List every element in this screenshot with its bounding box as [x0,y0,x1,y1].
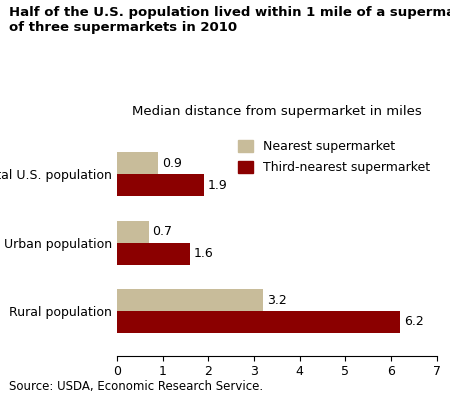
Legend: Nearest supermarket, Third-nearest supermarket: Nearest supermarket, Third-nearest super… [238,139,430,174]
Text: 0.9: 0.9 [162,157,182,170]
Title: Median distance from supermarket in miles: Median distance from supermarket in mile… [132,105,422,118]
Text: 6.2: 6.2 [404,316,423,329]
Bar [117,221,149,243]
Text: Half of the U.S. population lived within 1 mile of a supermarket and within 2 mi: Half of the U.S. population lived within… [9,6,450,34]
Text: Source: USDA, Economic Research Service.: Source: USDA, Economic Research Service. [9,380,263,393]
Bar [117,289,263,311]
Bar [117,174,204,196]
Bar [117,311,400,333]
Bar [117,243,190,265]
Text: 0.7: 0.7 [153,225,173,238]
Text: 3.2: 3.2 [267,293,287,307]
Bar [117,152,158,174]
Text: 1.6: 1.6 [194,247,213,260]
Text: 1.9: 1.9 [207,179,227,192]
